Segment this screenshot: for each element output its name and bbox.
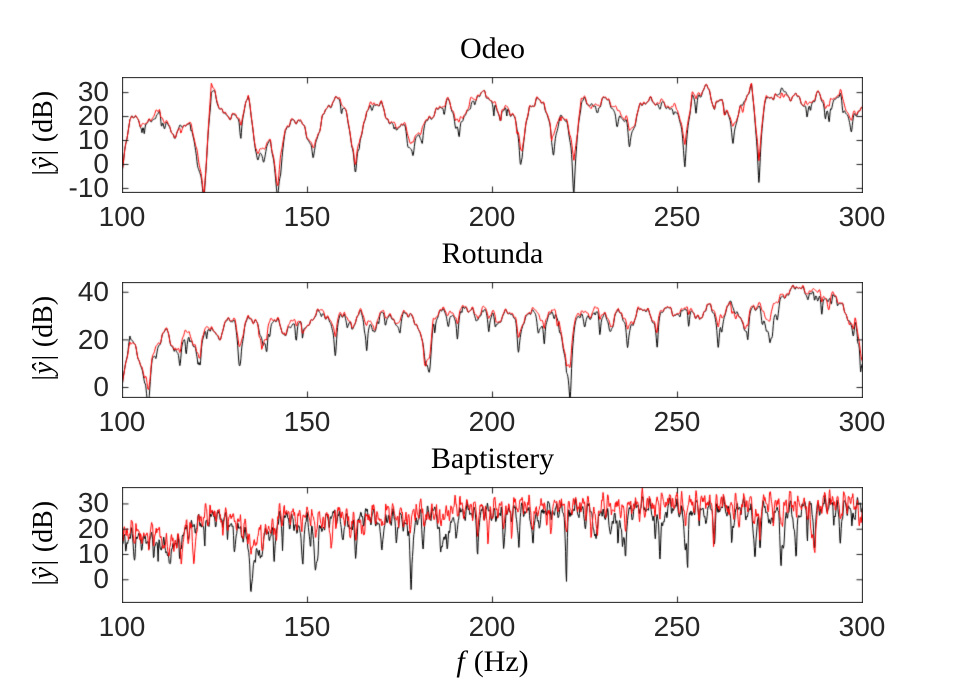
y-tick-label: 10	[77, 538, 109, 569]
x-tick-label: 100	[98, 611, 146, 642]
x-tick-label: 300	[838, 611, 886, 642]
x-tick-label: 250	[653, 611, 701, 642]
subplot-2-title: Rotunda	[441, 237, 544, 270]
y-tick-label: 0	[93, 148, 109, 179]
x-label-math: f	[456, 645, 465, 678]
x-tick-label: 200	[468, 201, 516, 232]
x-tick-label: 300	[838, 201, 886, 232]
x-axis-label: f (Hz)	[122, 644, 863, 680]
x-tick-label: 200	[468, 611, 516, 642]
x-tick-label: 200	[468, 406, 516, 437]
subplot-1-title: Odeo	[460, 32, 525, 65]
subplot-2-plot-area	[122, 282, 863, 398]
x-tick-label: 150	[283, 611, 331, 642]
y-tick-label: 30	[77, 76, 109, 107]
y-tick-label: 0	[93, 371, 109, 402]
x-tick-label: 150	[283, 406, 331, 437]
subplot-3-title: Baptistery	[430, 442, 555, 475]
y-tick-label: 30	[77, 487, 109, 518]
y-tick-label: 40	[77, 276, 109, 307]
x-tick-label: 150	[283, 201, 331, 232]
subplot-1-plot-area	[122, 77, 863, 193]
x-tick-label: 100	[98, 201, 146, 232]
x-tick-label: 250	[653, 406, 701, 437]
y-tick-label: 20	[77, 324, 109, 355]
subplot-3-plot-area	[122, 487, 863, 603]
x-tick-label: 100	[98, 406, 146, 437]
y-tick-label: 20	[77, 513, 109, 544]
x-label-unit: (Hz)	[473, 645, 529, 678]
y-tick-label: 10	[77, 124, 109, 155]
y-tick-label: 20	[77, 100, 109, 131]
x-tick-label: 250	[653, 201, 701, 232]
y-tick-label: -10	[68, 172, 109, 203]
x-tick-label: 300	[838, 406, 886, 437]
y-tick-label: 0	[93, 563, 109, 594]
